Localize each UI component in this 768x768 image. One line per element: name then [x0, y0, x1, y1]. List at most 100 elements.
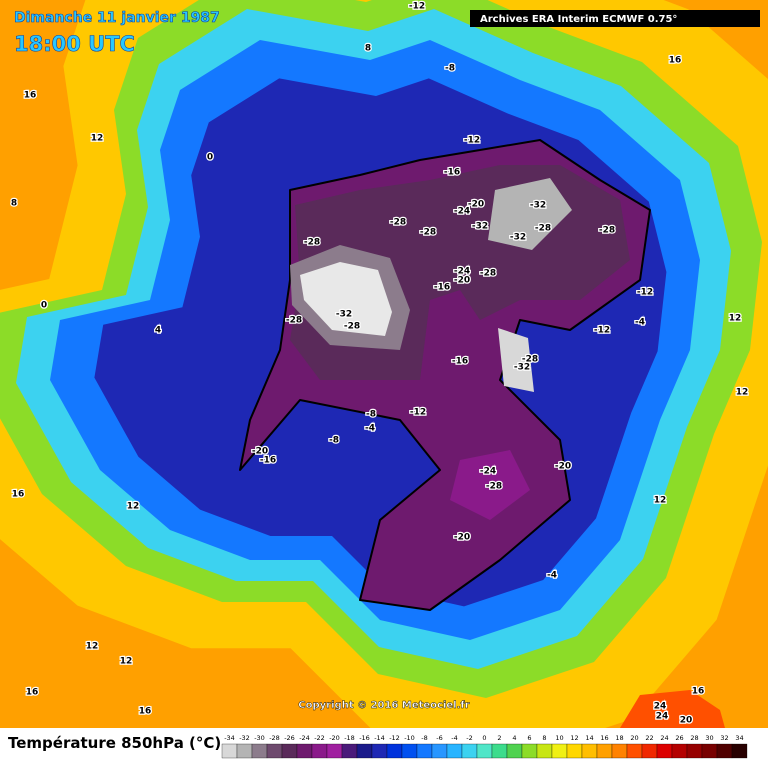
legend-level: -10: [404, 734, 415, 742]
copyright: Copyright © 2016 Meteociel.fr: [298, 700, 469, 711]
contour-label: -8: [329, 436, 339, 446]
contour-label: 24: [654, 702, 667, 712]
legend-level: 14: [585, 734, 593, 742]
legend-level: -8: [421, 734, 427, 742]
legend-swatch: [281, 743, 298, 759]
contour-label: 12: [654, 496, 667, 506]
legend-level: 8: [542, 734, 546, 742]
legend-swatch: [341, 743, 358, 759]
contour-label: -4: [635, 318, 645, 328]
legend: Température 850hPa (°C) -34 -32 -30 -28 -26-…: [0, 728, 768, 768]
contour-label: -20: [454, 533, 470, 543]
legend-title: Température 850hPa (°C): [8, 734, 221, 752]
legend-swatch: [326, 743, 343, 759]
legend-level: 10: [555, 734, 563, 742]
contour-label: 12: [86, 642, 99, 652]
contour-label: 0: [41, 301, 47, 311]
legend-swatch: [371, 743, 388, 759]
legend-level: -14: [374, 734, 385, 742]
band-white: [498, 328, 534, 392]
contour-label: 4: [155, 326, 161, 336]
legend-level: 22: [645, 734, 653, 742]
contour-label: -28: [522, 355, 538, 365]
contour-label: -12: [594, 326, 610, 336]
contour-label: 8: [11, 199, 17, 209]
contour-label: -32: [472, 222, 488, 232]
legend-level: 24: [660, 734, 668, 742]
legend-swatch: [581, 743, 598, 759]
legend-swatch: [656, 743, 673, 759]
contour-label: -28: [344, 322, 360, 332]
contour-label: -24: [480, 467, 496, 477]
contour-label: -28: [390, 218, 406, 228]
legend-swatch: [386, 743, 403, 759]
contour-label: -28: [286, 316, 302, 326]
contour-label: -12: [409, 2, 425, 12]
legend-level: -30: [254, 734, 265, 742]
contour-label: -12: [637, 288, 653, 298]
legend-swatch: [626, 743, 643, 759]
contour-label: -32: [510, 233, 526, 243]
contour-label: 20: [680, 716, 693, 726]
legend-level: 16: [600, 734, 608, 742]
legend-swatch: [311, 743, 328, 759]
legend-level: 20: [630, 734, 638, 742]
legend-level: -6: [436, 734, 442, 742]
contour-label: 8: [365, 44, 371, 54]
contour-label: -32: [336, 310, 352, 320]
contour-label: -20: [252, 447, 268, 457]
contour-label: -32: [530, 201, 546, 211]
legend-level: 18: [615, 734, 623, 742]
legend-swatch: [401, 743, 418, 759]
contour-label: 16: [692, 687, 705, 697]
legend-swatch: [701, 743, 718, 759]
contour-label: -28: [304, 238, 320, 248]
legend-swatch: [461, 743, 478, 759]
contour-label: -8: [366, 410, 376, 420]
contour-label: -12: [464, 136, 480, 146]
legend-level: -24: [299, 734, 310, 742]
legend-swatch: [296, 743, 313, 759]
time: 18:00 UTC: [14, 32, 135, 56]
contour-label: 12: [736, 388, 749, 398]
legend-level: 4: [512, 734, 516, 742]
legend-level: 6: [527, 734, 531, 742]
legend-level: -18: [344, 734, 355, 742]
contour-label: -28: [486, 482, 502, 492]
contour-label: -12: [410, 408, 426, 418]
contour-label: 24: [656, 712, 669, 722]
contour-label: 12: [120, 657, 133, 667]
contour-label: -16: [434, 283, 450, 293]
legend-level: 34: [735, 734, 743, 742]
legend-level: 28: [690, 734, 698, 742]
legend-swatch: [641, 743, 658, 759]
legend-level: -32: [239, 734, 250, 742]
legend-level: -22: [314, 734, 325, 742]
legend-swatch: [611, 743, 628, 759]
legend-level: -26: [284, 734, 295, 742]
legend-swatch: [476, 743, 493, 759]
legend-level: 32: [720, 734, 728, 742]
legend-swatch: [356, 743, 373, 759]
contour-label: -8: [445, 64, 455, 74]
legend-swatch: [566, 743, 583, 759]
contour-label: -28: [420, 228, 436, 238]
contour-label: -24: [454, 207, 470, 217]
contour-label: -16: [452, 357, 468, 367]
contour-label: 0: [207, 153, 213, 163]
legend-level: 30: [705, 734, 713, 742]
contour-label: -24: [454, 267, 470, 277]
contour-label: -28: [480, 269, 496, 279]
legend-swatch: [446, 743, 463, 759]
band-white: [300, 262, 392, 336]
contour-label: 12: [729, 314, 742, 324]
legend-level: 2: [497, 734, 501, 742]
legend-swatch: [536, 743, 553, 759]
legend-swatch: [416, 743, 433, 759]
contour-label: -28: [599, 226, 615, 236]
contour-label: -20: [468, 200, 484, 210]
legend-swatch: [716, 743, 733, 759]
contour-label: 16: [139, 707, 152, 717]
contour-label: 16: [26, 688, 39, 698]
legend-swatch: [431, 743, 448, 759]
